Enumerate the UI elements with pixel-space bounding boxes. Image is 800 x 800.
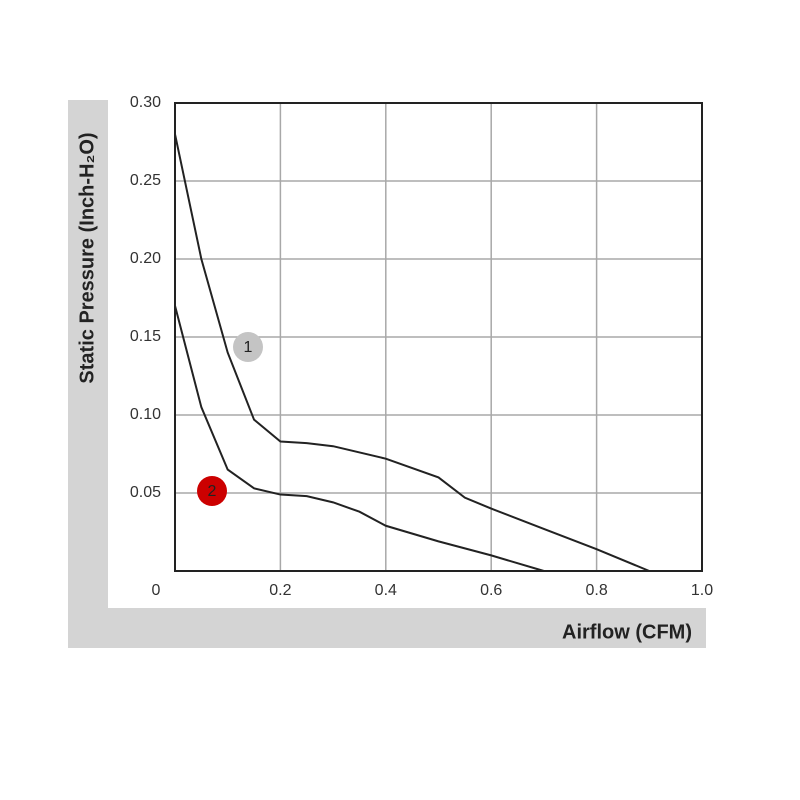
x-tick-label: 1.0: [691, 582, 713, 599]
x-axis-title: Airflow (CFM): [562, 621, 692, 643]
series-line: [174, 133, 650, 572]
y-tick-label: 0.25: [130, 172, 161, 189]
x-tick-label: 0.6: [480, 582, 502, 599]
y-tick-label: 0.15: [130, 328, 161, 345]
y-tick-label: 0.10: [130, 406, 161, 423]
x-tick-label: 0.2: [269, 582, 291, 599]
x-tick-label: 0: [152, 582, 161, 599]
series-line: [174, 305, 545, 572]
x-axis-band: [68, 608, 706, 648]
series-marker: [233, 332, 263, 362]
series-label: 2: [208, 483, 217, 500]
y-tick-label: 0.05: [130, 484, 161, 501]
x-tick-label: 0.8: [585, 582, 607, 599]
x-tick-label: 0.4: [375, 582, 397, 599]
plot-frame: [174, 102, 703, 572]
y-axis-title: Static Pressure (Inch-H₂O): [76, 132, 98, 383]
y-tick-label: 0.30: [130, 94, 161, 111]
series-marker: [197, 476, 227, 506]
y-tick-label: 0.20: [130, 250, 161, 267]
y-axis-band: [68, 100, 108, 648]
series-label: 1: [244, 339, 253, 356]
